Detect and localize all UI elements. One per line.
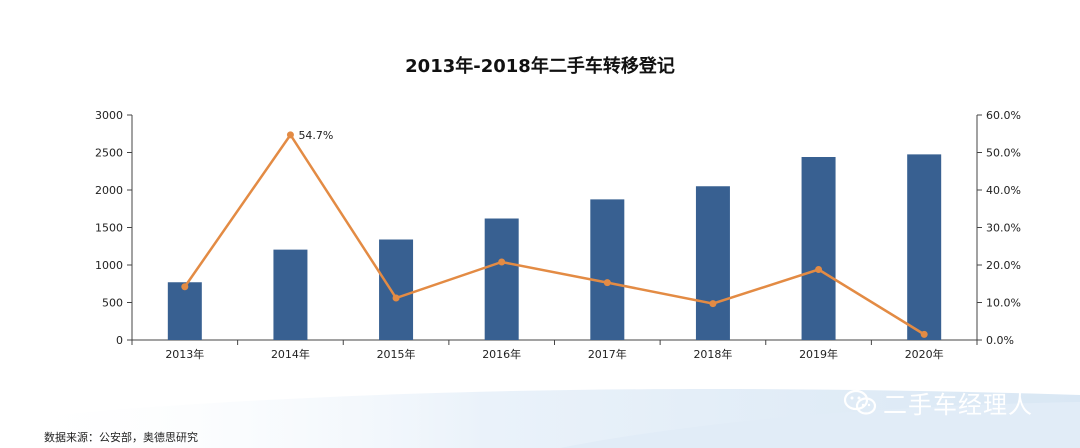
axes <box>127 114 982 345</box>
y-tick-label-right: 10.0% <box>986 297 1021 310</box>
x-tick-label: 2015年 <box>377 347 416 361</box>
bar <box>695 186 730 340</box>
bar <box>273 249 308 340</box>
bar <box>907 154 942 340</box>
line-point <box>392 294 400 302</box>
x-tick-label: 2013年 <box>165 347 204 361</box>
y-tick-label-right: 20.0% <box>986 259 1021 272</box>
line-series <box>181 131 928 338</box>
bar <box>167 282 202 340</box>
x-tick-label: 2014年 <box>271 347 310 361</box>
data-label: 54.7% <box>298 129 333 142</box>
y-tick-label-right: 0.0% <box>986 334 1014 347</box>
line-point <box>709 300 717 308</box>
tick-labels: 0 500 1000 1500 2000 2500 3000 0.0% 10.0% 20.0% 30… <box>95 109 1021 361</box>
watermark: 二手车经理人 <box>843 385 1033 420</box>
bar <box>590 199 625 340</box>
chart-title: 2013年-2018年二手车转移登记 <box>405 56 675 77</box>
wechat-icon <box>843 389 877 415</box>
x-tick-label: 2017年 <box>588 347 627 361</box>
y-tick-label-left: 2500 <box>95 147 123 160</box>
y-tick-label-left: 1000 <box>95 259 123 272</box>
source-note: 数据来源：公安部，奥德思研究 <box>44 431 198 444</box>
y-tick-label-right: 40.0% <box>986 184 1021 197</box>
line-point <box>603 279 611 287</box>
line-point <box>815 266 823 273</box>
y-tick-label-left: 1500 <box>95 222 123 235</box>
watermark-text: 二手车经理人 <box>883 391 1033 419</box>
line-point <box>286 131 294 139</box>
y-tick-label-right: 50.0% <box>986 147 1021 160</box>
y-tick-label-right: 30.0% <box>986 222 1021 235</box>
x-tick-label: 2018年 <box>693 347 732 361</box>
bar <box>484 218 519 340</box>
bar <box>379 239 414 340</box>
line-path <box>183 132 925 336</box>
x-tick-label: 2019年 <box>799 347 838 361</box>
line-point <box>498 258 506 266</box>
y-tick-label-left: 0 <box>116 334 123 347</box>
y-tick-label-left: 3000 <box>95 109 123 122</box>
x-tick-label: 2016年 <box>482 347 521 361</box>
line-point <box>181 283 189 291</box>
line-point <box>920 330 928 338</box>
x-tick-label: 2020年 <box>905 347 944 361</box>
y-tick-label-left: 500 <box>102 297 123 310</box>
y-tick-label-left: 2000 <box>95 184 123 197</box>
y-tick-label-right: 60.0% <box>986 109 1021 122</box>
bar-series <box>167 154 942 340</box>
bar <box>801 157 836 340</box>
